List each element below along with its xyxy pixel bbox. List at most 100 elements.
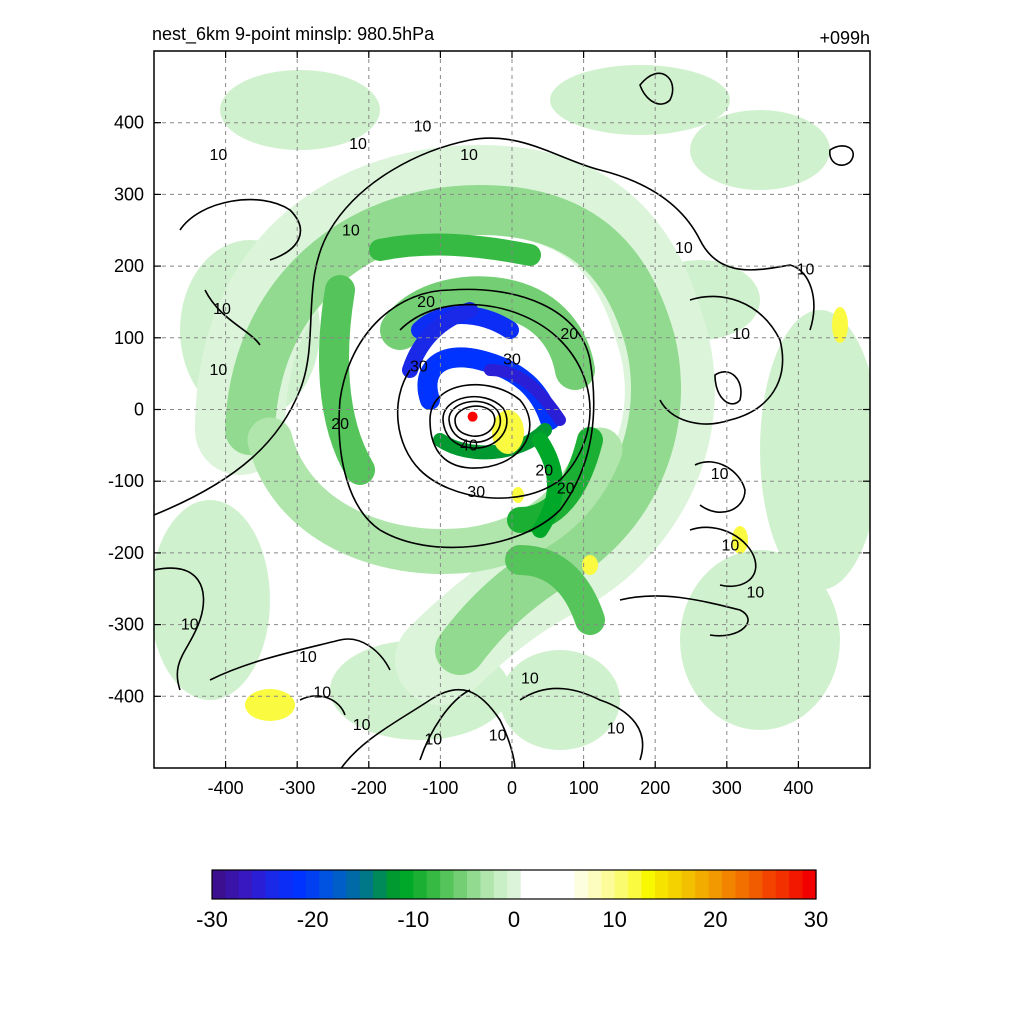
- contour-label: 10: [489, 728, 507, 745]
- contour-label: 10: [732, 326, 750, 343]
- colorbar-segment: [695, 870, 710, 899]
- colorbar-segment: [748, 870, 763, 899]
- colorbar-tick-label: 10: [602, 907, 626, 932]
- svg-text:10: 10: [747, 584, 765, 601]
- contour-label: 40: [460, 437, 478, 454]
- colorbar-segment: [802, 870, 817, 899]
- colorbar-segment: [681, 870, 696, 899]
- contour-label: 10: [210, 362, 228, 379]
- x-tick-label: 100: [569, 778, 599, 798]
- colorbar-tick-label: 20: [703, 907, 727, 932]
- colorbar-segment: [641, 870, 656, 899]
- contour-label: 30: [467, 484, 485, 501]
- svg-text:20: 20: [557, 480, 575, 497]
- contour-label: 10: [342, 222, 360, 239]
- colorbar-segment: [654, 870, 669, 899]
- colorbar-segment: [480, 870, 495, 899]
- colorbar-segment: [292, 870, 307, 899]
- colorbar-segment: [762, 870, 777, 899]
- y-tick-label: 200: [114, 256, 144, 276]
- contour-label: 10: [424, 731, 442, 748]
- y-tick-label: 300: [114, 184, 144, 204]
- svg-text:10: 10: [460, 147, 478, 164]
- colorbar-segment: [252, 870, 267, 899]
- colorbar-segment: [413, 870, 428, 899]
- colorbar-tick-labels: -30 -20 -10 0 10 20 30: [196, 907, 828, 932]
- x-tick-label: 300: [712, 778, 742, 798]
- colorbar-segment: [493, 870, 508, 899]
- contour-lines: [154, 72, 854, 768]
- colorbar-segment: [574, 870, 589, 899]
- colorbar-segment: [440, 870, 455, 899]
- svg-text:10: 10: [489, 728, 507, 745]
- colorbar-segment: [238, 870, 253, 899]
- svg-text:10: 10: [732, 326, 750, 343]
- svg-text:20: 20: [560, 326, 578, 343]
- colorbar-tick-label: 0: [508, 907, 520, 932]
- colorbar-segment: [735, 870, 750, 899]
- colorbar-tick-label: -30: [196, 907, 228, 932]
- contour-label: 10: [349, 136, 367, 153]
- svg-text:10: 10: [711, 466, 729, 483]
- colorbar-segment: [346, 870, 361, 899]
- svg-text:30: 30: [410, 358, 428, 375]
- svg-text:10: 10: [797, 262, 815, 279]
- svg-text:20: 20: [331, 416, 349, 433]
- colorbar-segment: [775, 870, 790, 899]
- contour-label: 10: [460, 147, 478, 164]
- y-tick-label: -300: [108, 615, 144, 635]
- svg-text:10: 10: [607, 721, 625, 738]
- y-tick-label: -400: [108, 686, 144, 706]
- contour-label: 30: [503, 351, 521, 368]
- contour-label: 10: [711, 466, 729, 483]
- contour-label: 10: [210, 147, 228, 164]
- colorbar-segment: [601, 870, 616, 899]
- y-tick-label: 0: [134, 400, 144, 420]
- x-tick-label: -200: [351, 778, 387, 798]
- colorbar: [212, 870, 817, 899]
- min-pressure-center-marker: [467, 411, 478, 422]
- svg-text:10: 10: [181, 617, 199, 634]
- colorbar-frame: [211, 869, 817, 900]
- colorbar-segment: [225, 870, 240, 899]
- colorbar-segment: [386, 870, 401, 899]
- colorbar-segment: [212, 870, 227, 899]
- svg-text:20: 20: [535, 462, 553, 479]
- svg-text:30: 30: [467, 484, 485, 501]
- contour-label: 30: [410, 358, 428, 375]
- contour-label: 10: [607, 721, 625, 738]
- colorbar-segment: [426, 870, 441, 899]
- contour-label: 10: [353, 717, 371, 734]
- x-tick-label: -400: [208, 778, 244, 798]
- colorbar-segment: [467, 870, 482, 899]
- colorbar-segment: [547, 870, 562, 899]
- contour-label: 10: [675, 240, 693, 257]
- svg-text:10: 10: [299, 649, 317, 666]
- x-tick-label: 200: [640, 778, 670, 798]
- contour-label: 20: [560, 326, 578, 343]
- y-tick-label: -200: [108, 543, 144, 563]
- contour-label: 20: [331, 416, 349, 433]
- contour-label: 10: [213, 301, 231, 318]
- colorbar-segment: [319, 870, 334, 899]
- plot-title: nest_6km 9-point minslp: 980.5hPa: [152, 24, 435, 45]
- svg-text:20: 20: [417, 294, 435, 311]
- contour-label: 10: [299, 649, 317, 666]
- svg-text:10: 10: [342, 222, 360, 239]
- contour-label: 10: [181, 617, 199, 634]
- svg-text:10: 10: [721, 538, 739, 555]
- y-tick-label: -100: [108, 471, 144, 491]
- colorbar-tick-label: -10: [397, 907, 429, 932]
- x-tick-label: -100: [422, 778, 458, 798]
- colorbar-segment: [453, 870, 468, 899]
- colorbar-segment: [507, 870, 522, 899]
- svg-text:10: 10: [210, 362, 228, 379]
- colorbar-segment: [668, 870, 683, 899]
- colorbar-segment: [332, 870, 347, 899]
- contour-label: 10: [721, 538, 739, 555]
- svg-text:10: 10: [353, 717, 371, 734]
- colorbar-tick-label: 30: [804, 907, 828, 932]
- svg-text:10: 10: [414, 118, 432, 135]
- x-tick-label: 0: [507, 778, 517, 798]
